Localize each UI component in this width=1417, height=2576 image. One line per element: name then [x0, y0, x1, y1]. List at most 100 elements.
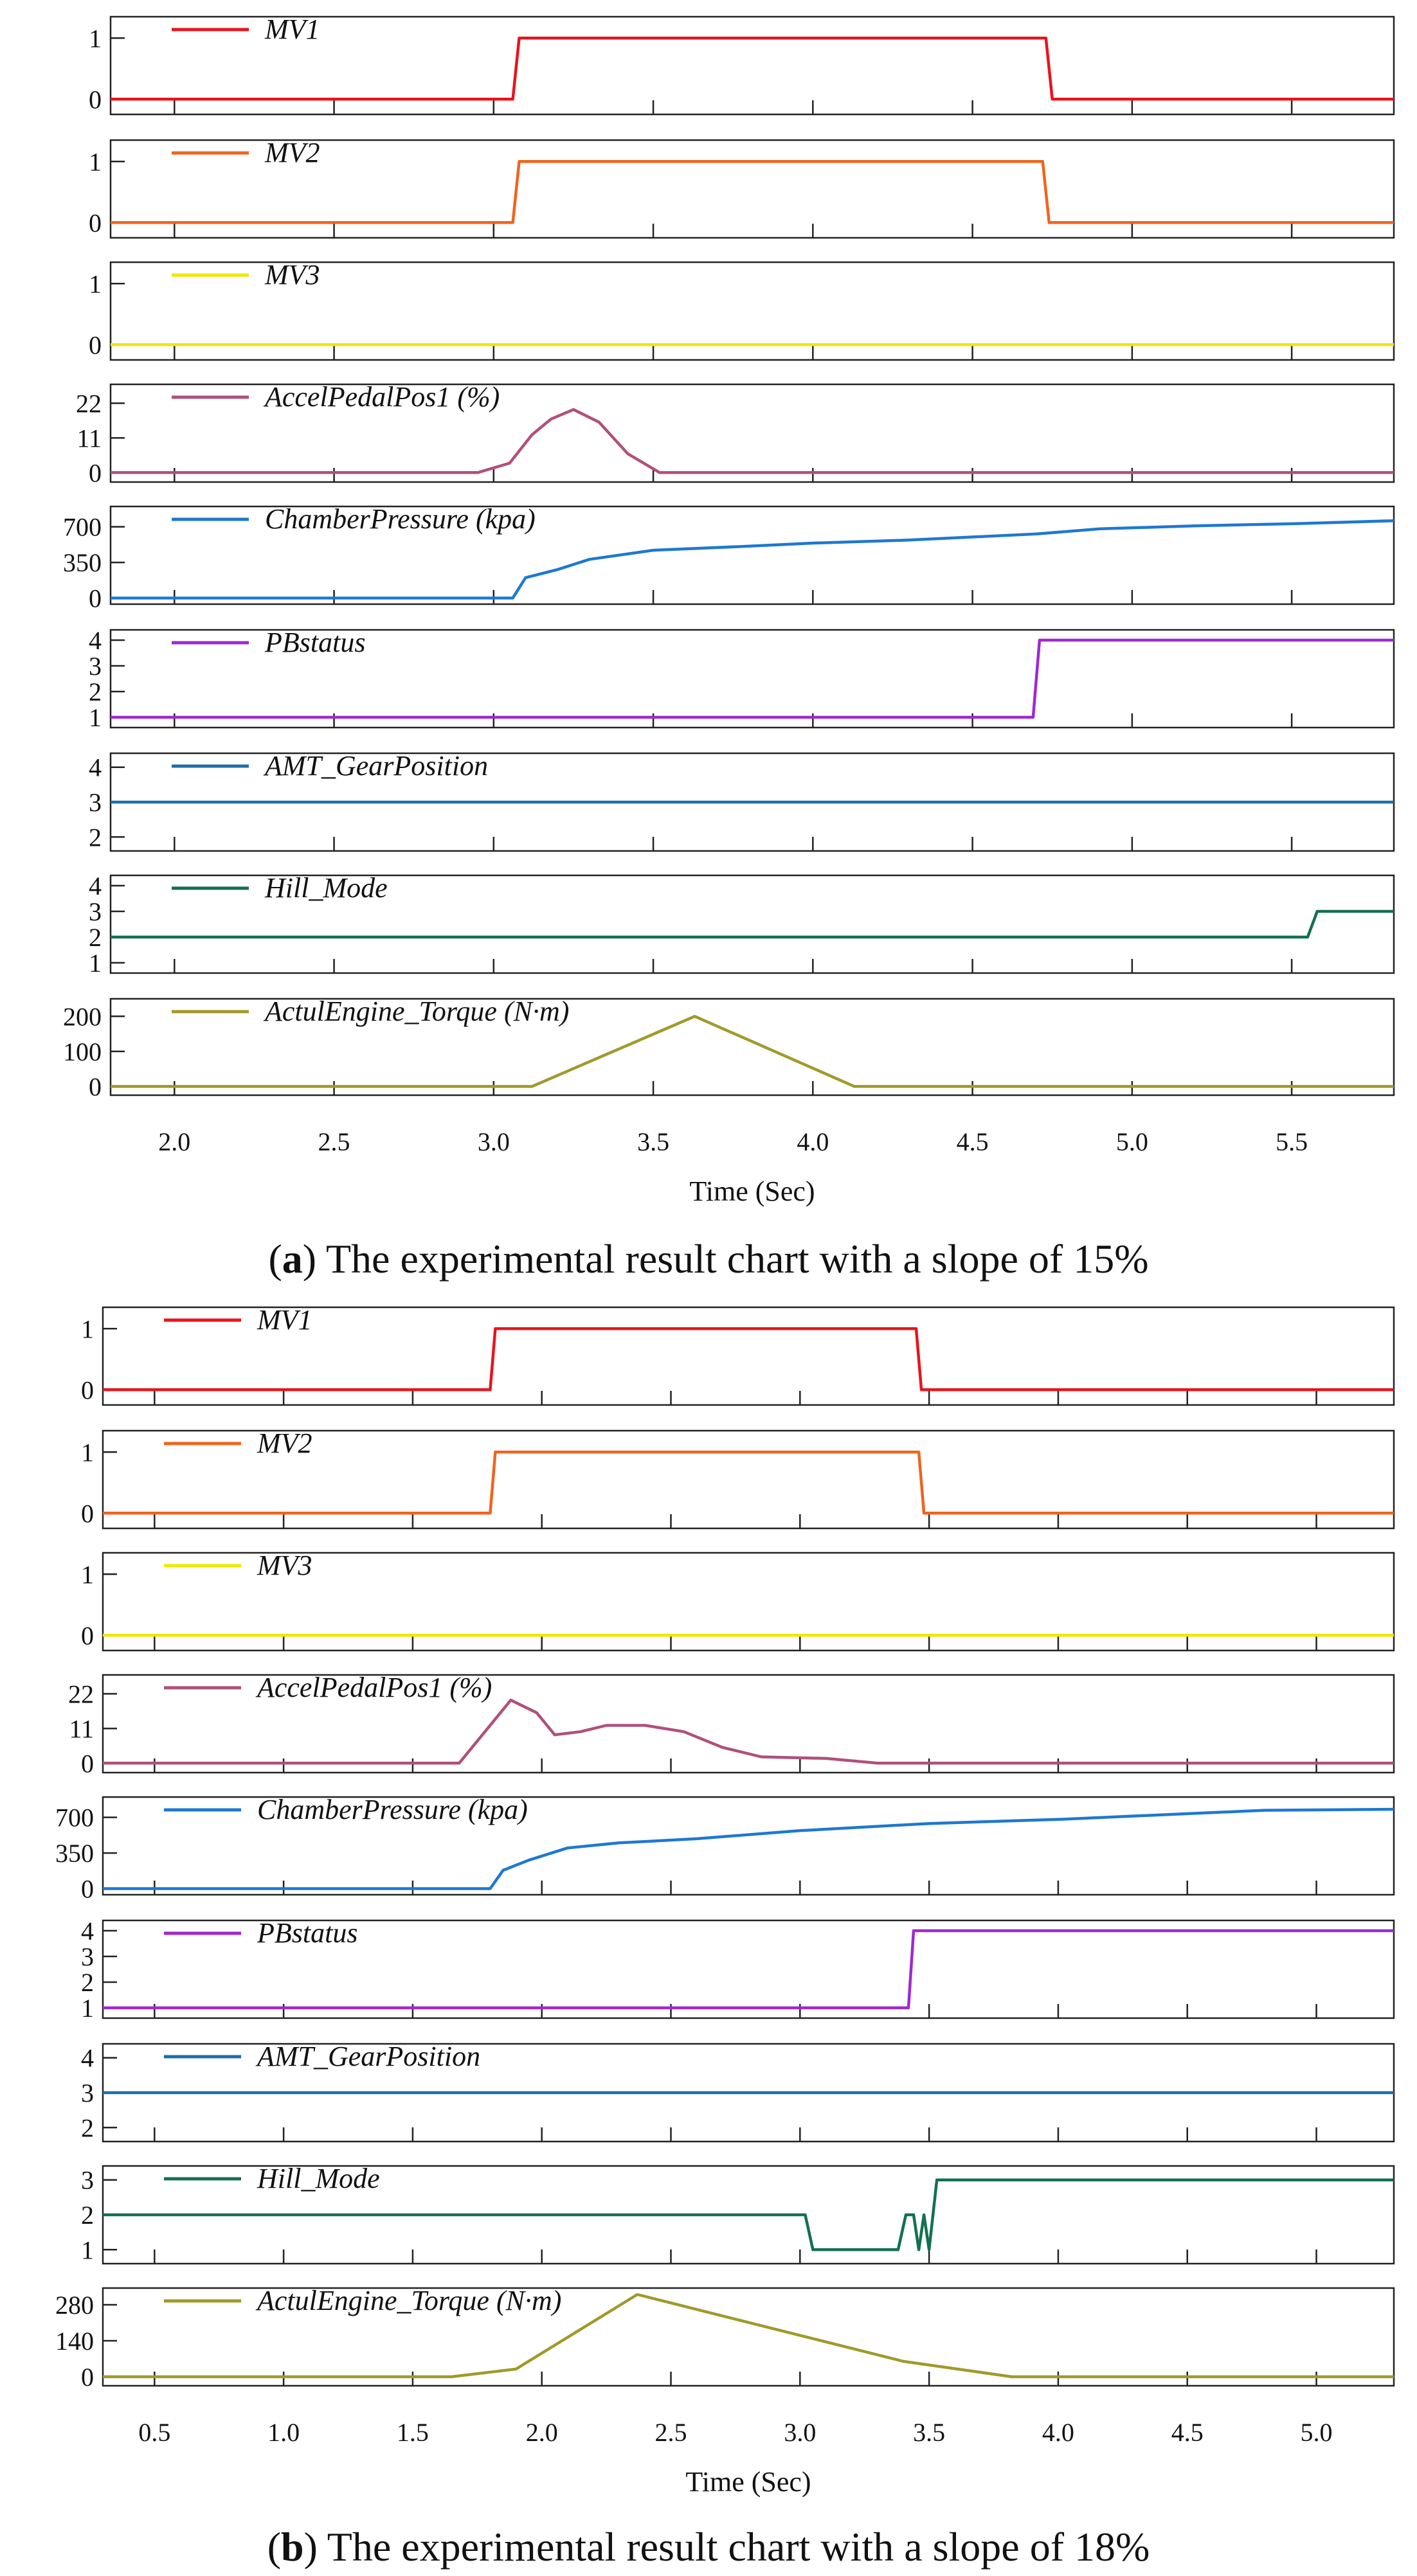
legend-label-mv2: MV2: [264, 137, 320, 168]
legend-label-accelpedalpos1: AccelPedalPos1 (%): [263, 381, 500, 413]
legend-label-amt-gearposition: AMT_GearPosition: [263, 750, 488, 782]
y-tick-label: 3: [89, 652, 102, 681]
series-line-chamberpressure-kpa: [111, 519, 1394, 600]
panel-frame: [102, 1429, 1395, 1530]
x-axis-label: Time (Sec): [685, 2466, 811, 2498]
panel-frame: [102, 1306, 1395, 1406]
panel-frame: [109, 261, 1395, 361]
legend-label-pbstatus: PBstatus: [264, 627, 365, 658]
caption: (a) The experimental result chart with a…: [268, 1236, 1148, 1282]
panel-frame: [109, 874, 1395, 974]
x-tick-label: 5.0: [1116, 1127, 1148, 1156]
y-tick-label: 0: [89, 1072, 102, 1101]
y-tick-label: 0: [81, 1621, 94, 1650]
legend-label-chamberpressure-kpa: ChamberPressure (kpa): [265, 503, 536, 535]
series-line-mv1: [103, 1327, 1394, 1391]
x-tick-label: 4.5: [1171, 2418, 1204, 2447]
panel-accelpedalpos1: 0 11 22 AccelPedalPos1 (%): [76, 381, 1395, 487]
series-line-actulengine-torque-n-m: [103, 2293, 1394, 2379]
panel-mv3: 0 1 MV3: [89, 259, 1395, 361]
panel-mv3: 0 1 MV3: [81, 1550, 1395, 1652]
y-tick-label: 1: [89, 147, 102, 176]
panel-frame: [102, 2287, 1395, 2387]
legend-label-mv1: MV1: [257, 1304, 312, 1336]
y-tick-label: 22: [68, 1679, 94, 1708]
x-tick-label: 2.5: [318, 1127, 350, 1156]
x-tick-label: 3.0: [478, 1127, 510, 1156]
panel-frame: [109, 629, 1395, 729]
y-tick-label: 1: [89, 24, 102, 53]
y-tick-label: 0: [89, 85, 102, 114]
legend-label-hill-mode: Hill_Mode: [264, 872, 388, 904]
y-tick-label: 4: [89, 753, 102, 782]
series-line-chamberpressure-kpa: [103, 1807, 1394, 1890]
y-tick-label: 1: [81, 1438, 94, 1467]
y-tick-label: 3: [81, 2079, 94, 2107]
y-tick-label: 4: [81, 2044, 94, 2073]
panel-actulengine-torque-n-m: 0 140 280 ActulEngine_Torque (N·m): [55, 2285, 1395, 2392]
panel-actulengine-torque-n-m: 0 100 200 ActulEngine_Torque (N·m): [63, 996, 1395, 1101]
legend-label-mv2: MV2: [257, 1427, 312, 1459]
series-line-hill-mode: [111, 909, 1394, 939]
x-tick-label: 4.0: [797, 1127, 829, 1156]
y-tick-label: 4: [81, 1917, 94, 1945]
legend-label-accelpedalpos1: AccelPedalPos1 (%): [255, 1672, 492, 1703]
y-tick-label: 1: [81, 2235, 94, 2264]
y-tick-label: 140: [55, 2327, 94, 2356]
x-tick-label: 2.0: [526, 2418, 558, 2447]
panel-frame: [109, 997, 1395, 1096]
y-tick-label: 3: [89, 897, 102, 926]
y-tick-label: 700: [55, 1803, 94, 1832]
legend-label-actulengine-torque-n-m: ActulEngine_Torque (N·m): [263, 996, 569, 1027]
y-tick-label: 2: [81, 2201, 94, 2230]
panel-frame: [102, 1919, 1395, 2019]
y-tick-label: 22: [76, 389, 102, 418]
y-tick-label: 0: [89, 330, 102, 359]
series-line-hill-mode: [103, 2178, 1394, 2251]
y-tick-label: 3: [89, 788, 102, 817]
y-tick-label: 100: [63, 1037, 102, 1066]
x-tick-label: 4.0: [1042, 2418, 1074, 2447]
y-tick-label: 280: [55, 2291, 94, 2320]
series-line-actulengine-torque-n-m: [111, 1015, 1394, 1088]
panel-chamberpressure-kpa: 0 350 700 ChamberPressure (kpa): [55, 1794, 1395, 1904]
y-tick-label: 350: [63, 548, 102, 577]
legend-label-actulengine-torque-n-m: ActulEngine_Torque (N·m): [255, 2285, 561, 2316]
series-line-accelpedalpos1: [103, 1698, 1394, 1765]
caption: (b) The experimental result chart with a…: [267, 2524, 1150, 2570]
x-tick-label: 3.5: [913, 2418, 945, 2447]
x-tick-label: 2.5: [655, 2418, 687, 2447]
panel-mv1: 0 1 MV1: [81, 1304, 1395, 1406]
panel-hill-mode: 1 2 3 Hill_Mode: [81, 2163, 1395, 2264]
y-tick-label: 3: [81, 1942, 94, 1971]
y-tick-label: 1: [81, 1560, 94, 1589]
legend-label-hill-mode: Hill_Mode: [257, 2163, 380, 2194]
x-tick-label: 4.5: [957, 1127, 989, 1156]
y-tick-label: 2: [89, 677, 102, 706]
panel-frame: [102, 1552, 1395, 1652]
panel-frame: [109, 15, 1395, 116]
y-tick-label: 350: [55, 1839, 94, 1868]
y-tick-label: 1: [89, 269, 102, 298]
y-tick-label: 700: [63, 513, 102, 542]
panel-accelpedalpos1: 0 11 22 AccelPedalPos1 (%): [68, 1672, 1395, 1778]
y-tick-label: 0: [81, 1749, 94, 1778]
y-tick-label: 200: [63, 1002, 102, 1031]
panel-mv2: 0 1 MV2: [89, 137, 1395, 239]
series-line-pbstatus: [103, 1929, 1394, 2010]
series-line-pbstatus: [111, 638, 1394, 719]
panel-frame: [109, 505, 1395, 605]
series-line-mv2: [103, 1451, 1394, 1515]
legend-label-chamberpressure-kpa: ChamberPressure (kpa): [257, 1794, 528, 1825]
y-tick-label: 2: [89, 923, 102, 952]
y-tick-label: 0: [89, 458, 102, 487]
series-line-mv1: [111, 37, 1394, 101]
x-tick-label: 5.0: [1301, 2418, 1333, 2447]
panel-mv1: 0 1 MV1: [89, 13, 1395, 116]
legend-label-amt-gearposition: AMT_GearPosition: [255, 2041, 480, 2072]
